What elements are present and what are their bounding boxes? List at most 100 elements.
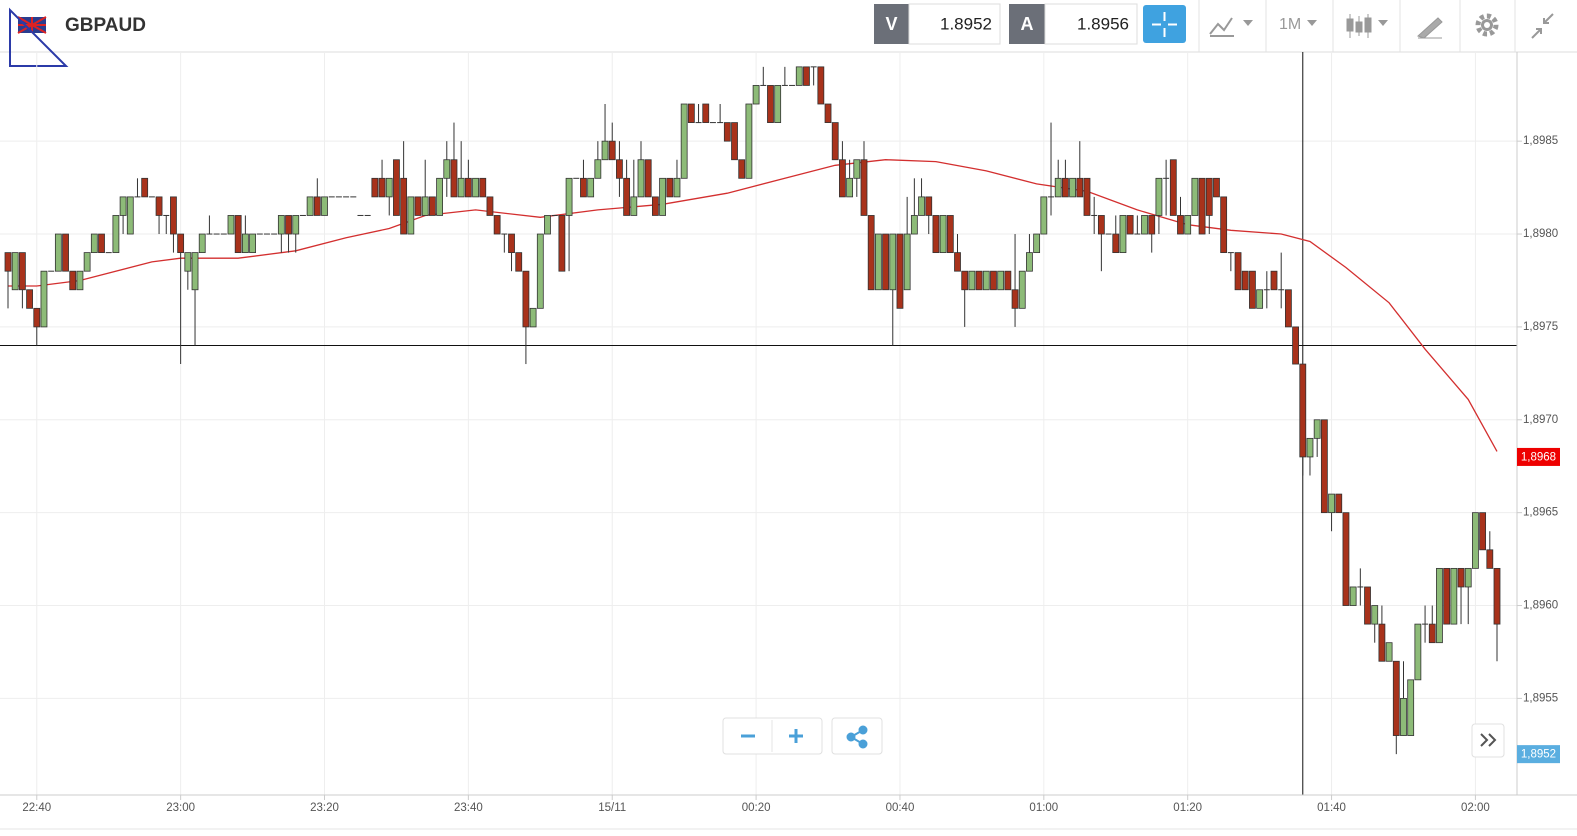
y-tick-label: 1,8955: [1523, 692, 1558, 704]
candle-body: [198, 233, 206, 254]
candle-body: [867, 215, 875, 291]
y-tick-label: 1,8975: [1523, 321, 1558, 333]
candle-body: [450, 159, 458, 198]
candle-body: [1141, 215, 1148, 235]
candle-body: [817, 66, 825, 105]
candle-body: [443, 159, 451, 179]
candle-body: [939, 215, 947, 254]
chart-type-icon[interactable]: [1209, 17, 1234, 37]
candle-body: [1213, 177, 1220, 198]
candle-body: [98, 233, 105, 254]
candle-body: [1364, 586, 1371, 625]
y-tick-label: 1,8960: [1523, 600, 1558, 612]
candle-body: [558, 215, 566, 272]
candle-icon[interactable]: [1346, 14, 1372, 38]
candle-body: [1472, 512, 1479, 569]
candle-body: [946, 215, 954, 254]
candle-body: [1457, 567, 1465, 588]
bid-label-box[interactable]: [874, 4, 909, 44]
candle-body: [62, 233, 69, 272]
candle-body: [1407, 679, 1415, 736]
candle-body: [831, 122, 839, 161]
candle-body: [1313, 419, 1321, 439]
candle-body: [155, 196, 163, 216]
bid-box[interactable]: [908, 3, 1001, 45]
candle-body: [731, 122, 738, 161]
candle-body: [4, 252, 12, 272]
candle-body: [306, 196, 314, 216]
candle-body: [479, 177, 487, 198]
candle-body: [853, 159, 861, 179]
flag-cross: [17, 16, 47, 34]
crosshair-button[interactable]: [1143, 5, 1186, 43]
candle-body: [1119, 215, 1127, 254]
price-tag-label: 1,8968: [1521, 451, 1556, 463]
ask-box[interactable]: [1044, 3, 1138, 45]
candle-body: [1112, 233, 1120, 254]
candle-body: [1464, 567, 1472, 588]
ask-price[interactable]: 1.8956: [1077, 14, 1129, 33]
candle-body: [292, 215, 300, 235]
dropdown-arrow[interactable]: [1307, 20, 1317, 26]
candle-body: [723, 122, 731, 142]
x-tick-label: 01:20: [1173, 802, 1202, 814]
y-tick-label: 1,8985: [1523, 135, 1558, 147]
share-button[interactable]: [831, 717, 883, 755]
candle-body: [393, 159, 400, 216]
scroll-right-icon[interactable]: [1480, 733, 1497, 747]
bid-price[interactable]: 1.8952: [940, 14, 992, 33]
candle-body: [644, 159, 652, 198]
candle-body: [1270, 270, 1278, 291]
ask-label[interactable]: A: [1021, 14, 1034, 34]
candle-body: [414, 196, 422, 216]
candle-body: [1234, 252, 1242, 291]
candle-body: [637, 159, 645, 198]
candle-body: [1256, 289, 1264, 309]
candle-body: [666, 177, 674, 198]
share-icon[interactable]: [846, 725, 868, 749]
candle-body: [1479, 512, 1487, 551]
candle-body: [846, 177, 854, 198]
candle-body: [1414, 623, 1422, 681]
header: GBPAUD V 1.8952 A 1.8956 1M: [0, 0, 1577, 67]
settings-icon-hole: [1484, 22, 1490, 28]
candle-body: [565, 177, 573, 216]
bid-label[interactable]: V: [885, 14, 897, 34]
candle-body: [1205, 177, 1213, 216]
candle-body: [954, 252, 961, 272]
candle-body: [1249, 270, 1256, 309]
timeframe[interactable]: 1M: [1279, 16, 1301, 33]
candle-body: [1342, 512, 1350, 606]
candle-body: [903, 233, 911, 291]
collapse-icon[interactable]: [1531, 13, 1554, 39]
dropdown-arrow[interactable]: [1243, 20, 1253, 26]
x-tick-label: 15/11: [598, 802, 626, 814]
candle-body: [18, 252, 26, 291]
candle-body: [83, 252, 91, 272]
candle-body: [544, 215, 551, 235]
candle-body: [191, 252, 199, 291]
candle-body: [1392, 660, 1400, 736]
zoom-in-button[interactable]: [789, 729, 803, 743]
candle-body: [515, 252, 523, 272]
ask-label-box[interactable]: [1009, 4, 1045, 44]
candle-body: [69, 270, 77, 291]
candle-body: [141, 177, 149, 198]
candle-body: [975, 270, 983, 291]
candle-body: [1083, 177, 1091, 216]
candle-body: [1241, 270, 1249, 291]
candle-body: [925, 196, 933, 216]
dropdown-arrow[interactable]: [1378, 20, 1388, 26]
candle-body: [1018, 270, 1026, 309]
candle-body: [436, 177, 443, 216]
candle-body: [882, 233, 889, 291]
x-tick-label: 01:40: [1317, 802, 1346, 814]
candle-body: [486, 196, 494, 216]
scroll-right-button[interactable]: [1471, 723, 1505, 758]
candle-body: [680, 103, 688, 179]
settings-icon[interactable]: [1475, 13, 1499, 37]
draw-icon[interactable]: [1417, 17, 1443, 39]
candle-body: [1292, 326, 1299, 365]
candle-body: [1155, 177, 1163, 216]
crosshair-icon: [1152, 12, 1177, 37]
